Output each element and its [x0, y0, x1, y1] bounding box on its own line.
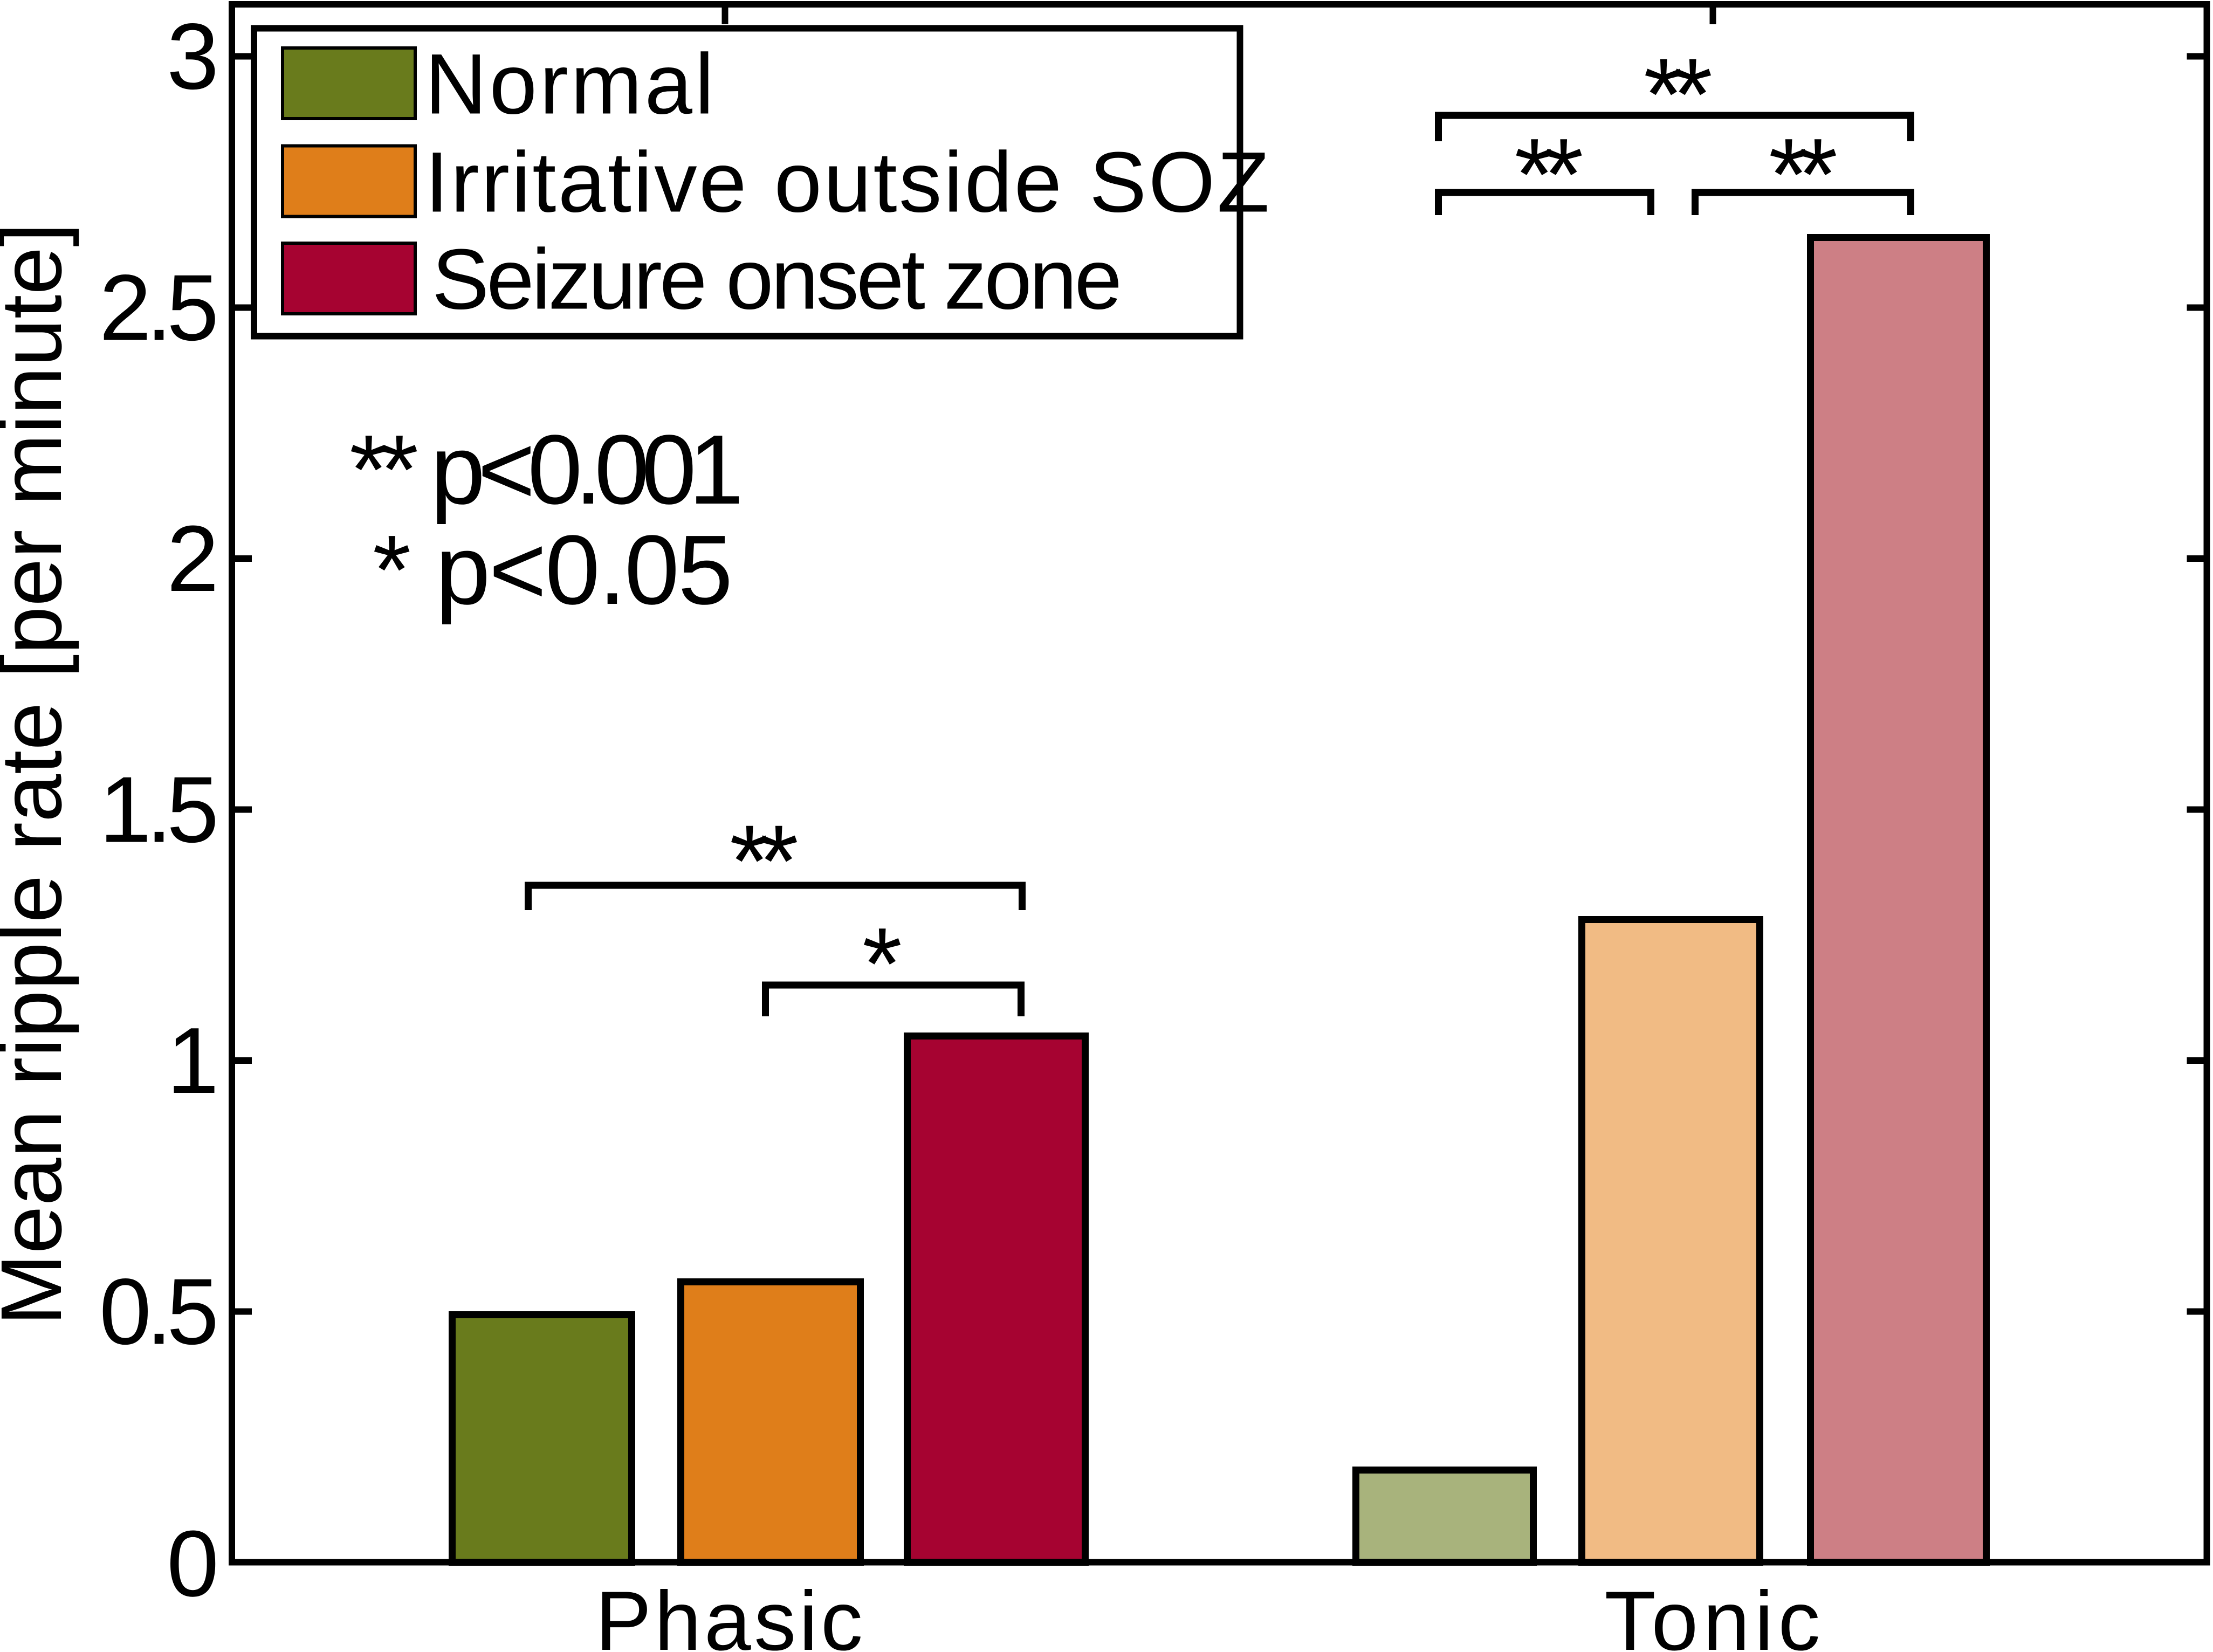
svg-text:0.5: 0.5 [99, 1259, 219, 1364]
svg-text:0: 0 [167, 1511, 219, 1616]
svg-text:**: ** [1644, 38, 1713, 152]
svg-text:Irritative outside SOZ: Irritative outside SOZ [425, 134, 1269, 230]
svg-text:**: ** [1769, 118, 1838, 232]
svg-text:**: ** [730, 804, 799, 919]
svg-text:2.5: 2.5 [99, 255, 219, 360]
svg-text:3: 3 [167, 4, 219, 109]
svg-text:** p<0.001: ** p<0.001 [349, 414, 744, 525]
svg-text:* p<0.05: * p<0.05 [373, 514, 733, 625]
svg-text:1.5: 1.5 [99, 757, 219, 862]
svg-text:**: ** [1515, 118, 1584, 232]
svg-text:Tonic: Tonic [1605, 1574, 1820, 1652]
svg-text:Phasic: Phasic [595, 1574, 863, 1652]
svg-text:2: 2 [167, 506, 219, 611]
svg-text:1: 1 [167, 1008, 219, 1113]
svg-text:Seizure onset zone: Seizure onset zone [432, 231, 1122, 327]
svg-text:Mean ripple rate [per minute]: Mean ripple rate [per minute] [0, 223, 79, 1325]
svg-text:*: * [862, 907, 902, 1021]
